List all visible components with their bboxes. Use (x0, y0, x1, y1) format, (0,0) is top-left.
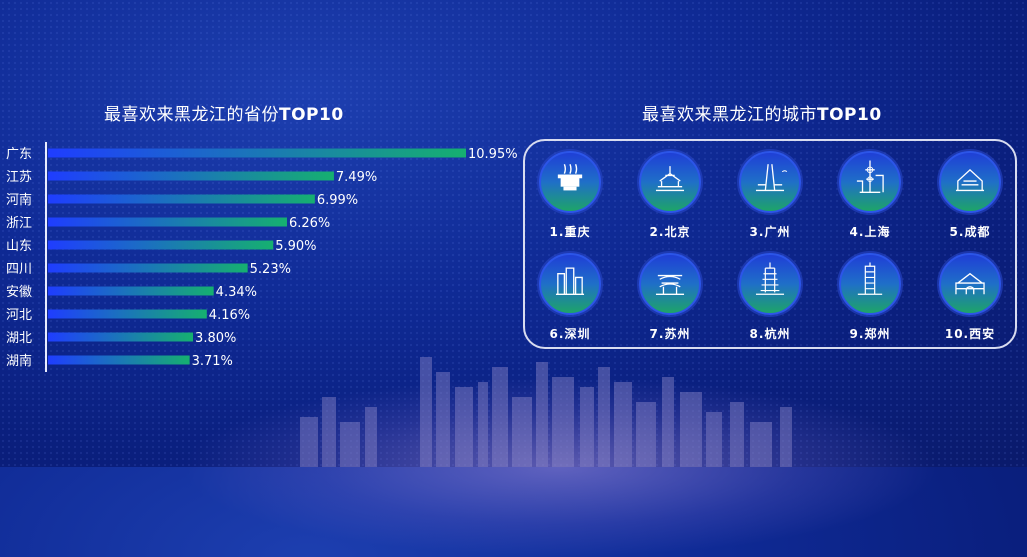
city-label: 8.杭州 (749, 327, 791, 341)
bar-3 (48, 194, 315, 204)
city-label: 7.苏州 (649, 327, 691, 341)
city-title-top10: TOP10 (817, 105, 882, 125)
city-label: 9.郑州 (849, 327, 891, 341)
city-item: 1.重庆 (530, 151, 610, 240)
city-title-text: 最喜欢来黑龙江的城市 (642, 105, 817, 125)
bar-8 (48, 309, 207, 319)
province-bar-chart: 广东 10.95% 江苏 7.49% 河南 6.99% 浙江 6.26% 山东 5.90% 四川 5.… (6, 142, 518, 372)
bar-2 (48, 171, 334, 181)
bar-7 (48, 286, 214, 296)
bar-value-label: 4.16% (209, 308, 250, 323)
bar-category-label: 湖北 (6, 331, 32, 346)
city-label: 5.成都 (949, 225, 991, 239)
city-item: 4.上海 (830, 151, 910, 240)
shanghai-tower-icon (839, 151, 901, 213)
bar-category-label: 河南 (6, 192, 32, 208)
chongqing-hotpot-icon (539, 151, 601, 213)
bar-value-label: 3.80% (195, 331, 236, 346)
city-item: 9.郑州 (830, 253, 910, 342)
city-label: 4.上海 (849, 225, 891, 239)
city-label: 3.广州 (749, 225, 791, 239)
bar-10 (48, 355, 190, 365)
city-item: 8.杭州 (730, 253, 810, 342)
bar-value-label: 6.99% (317, 193, 358, 208)
bar-9 (48, 332, 194, 342)
bar-value-label: 3.71% (192, 354, 233, 369)
bar-category-label: 广东 (6, 147, 32, 162)
beijing-temple-icon (639, 151, 701, 213)
bar-value-label: 5.90% (275, 239, 316, 254)
guangzhou-tower-icon (739, 151, 801, 213)
bar-category-label: 江苏 (6, 169, 32, 185)
city-label: 10.西安 (944, 327, 996, 341)
city-item: 5.成都 (930, 151, 1010, 240)
bar-value-label: 10.95% (468, 147, 518, 162)
bar-value-label: 7.49% (336, 170, 377, 185)
city-section-title: 最喜欢来黑龙江的城市TOP10 (642, 100, 882, 125)
city-item: 6.深圳 (530, 253, 610, 342)
province-title-text: 最喜欢来黑龙江的省份 (104, 105, 279, 125)
bar-category-label: 安徽 (6, 285, 32, 300)
bar-value-label: 6.26% (289, 216, 330, 231)
bar-category-label: 湖南 (6, 353, 32, 369)
suzhou-pagoda-icon (639, 253, 701, 315)
city-label: 1.重庆 (549, 225, 591, 239)
shenzhen-skyline-icon (539, 253, 601, 315)
bar-value-label: 5.23% (250, 262, 291, 277)
bar-category-label: 四川 (6, 262, 32, 277)
city-item: 2.北京 (630, 151, 710, 240)
city-item: 10.西安 (930, 253, 1010, 342)
bar-6 (48, 263, 248, 273)
hangzhou-pagoda-icon (739, 253, 801, 315)
bar-1 (48, 148, 466, 158)
bar-value-label: 4.34% (216, 285, 257, 300)
bar-5 (48, 240, 274, 250)
zhengzhou-tower-icon (839, 253, 901, 315)
xian-citygate-icon (939, 253, 1001, 315)
city-item: 7.苏州 (630, 253, 710, 342)
city-skyline-silhouette (300, 357, 792, 467)
chengdu-landmark-icon (939, 151, 1001, 213)
bar-4 (48, 217, 287, 227)
bar-category-label: 河北 (6, 308, 32, 323)
bar-category-label: 山东 (6, 239, 32, 254)
province-title-top10: TOP10 (279, 105, 344, 125)
province-chart-title: 最喜欢来黑龙江的省份TOP10 (104, 100, 344, 125)
city-item: 3.广州 (730, 151, 810, 240)
bar-category-label: 浙江 (6, 216, 32, 231)
city-label: 2.北京 (649, 225, 691, 239)
city-top10-panel: 1.重庆 2.北京 3.广州 4.上海 5.成都 6.深圳 7.苏州 8.杭州 9.郑州 10.西… (523, 139, 1017, 349)
city-label: 6.深圳 (549, 327, 591, 341)
